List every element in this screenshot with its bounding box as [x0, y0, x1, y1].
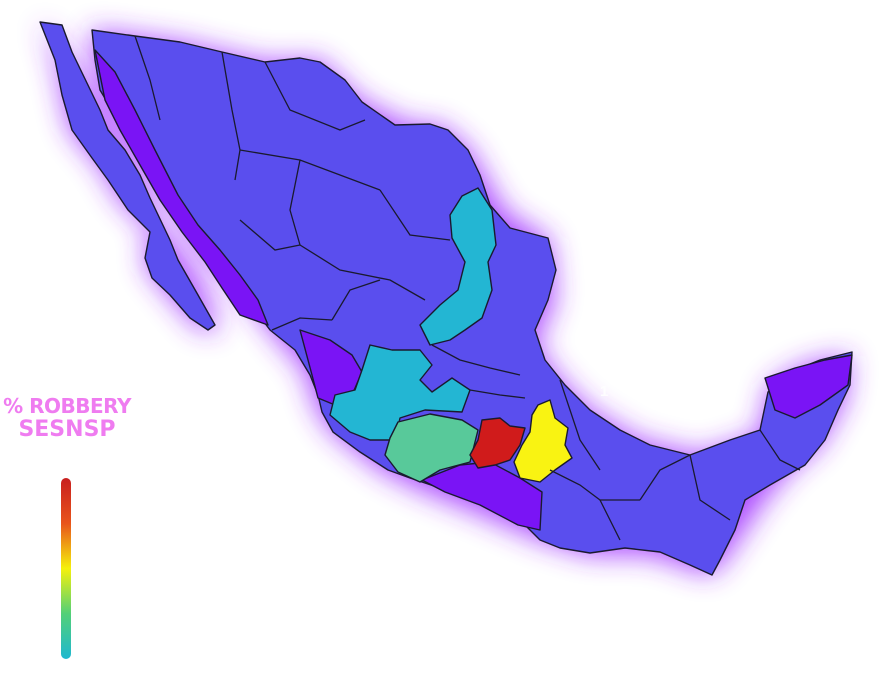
- region-jalisco-guanajuato: [329, 344, 471, 441]
- region-baja-california: [39, 21, 216, 331]
- legend-title: % ROBBERY: [3, 394, 131, 418]
- region-yucatan-quintana-roo: [764, 354, 853, 419]
- region-michoacan: [384, 413, 479, 483]
- overlay-label-22: 22: [586, 343, 603, 360]
- legend-color-scale: [61, 478, 71, 659]
- state-borders: [134, 35, 801, 541]
- region-zacatecas-sanluis: [419, 187, 497, 346]
- legend-subtitle: SESNSP: [18, 417, 116, 442]
- region-estado-de-mexico: [469, 417, 526, 469]
- overlay-labels: 22 1: [586, 343, 608, 400]
- region-sonora-west-coast: [94, 49, 269, 326]
- region-puebla: [513, 399, 573, 483]
- states-layer: [39, 21, 853, 576]
- overlay-label-1: 1: [600, 383, 608, 400]
